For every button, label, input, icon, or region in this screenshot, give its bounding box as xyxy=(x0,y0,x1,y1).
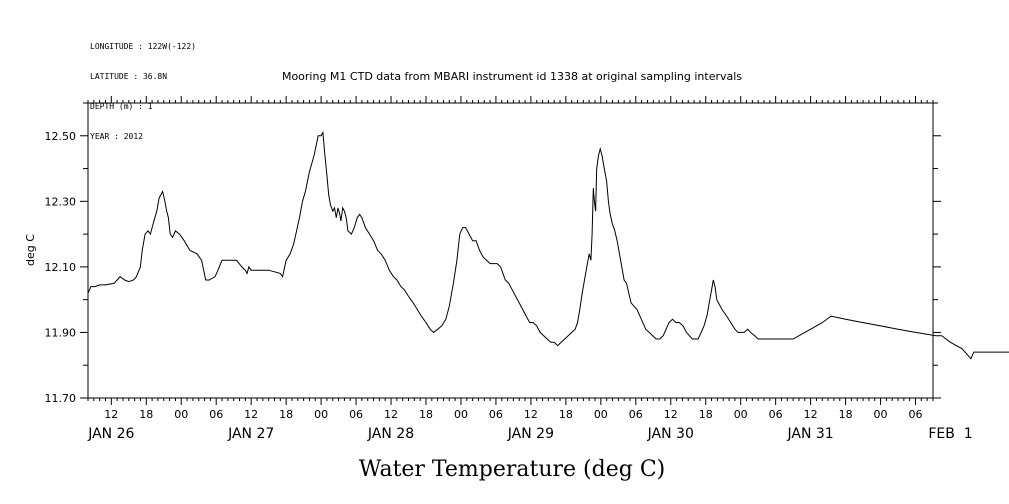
chart-title: Mooring M1 CTD data from MBARI instrumen… xyxy=(282,70,742,83)
date-tick-labels: JAN 26 JAN 27 JAN 28 JAN 29 JAN 30 JAN 31 FEB … xyxy=(87,426,972,442)
hour-tick-label: 12 xyxy=(664,408,678,421)
hour-tick-label: 06 xyxy=(209,408,223,421)
y-tick-label: 11.90 xyxy=(45,326,77,339)
x-axis-label: Water Temperature (deg C) xyxy=(359,457,666,482)
axis-ticks xyxy=(80,96,941,405)
date-label: JAN 31 xyxy=(787,426,834,442)
y-tick-label: 12.30 xyxy=(45,195,77,208)
hour-tick-label: 00 xyxy=(594,408,608,421)
hour-tick-label: 00 xyxy=(874,408,888,421)
hour-tick-labels: 12 18 00 06 12 18 00 06 12 18 00 06 12 18 00 06 12 18 00 06… xyxy=(104,408,922,421)
hour-tick-label: 18 xyxy=(699,408,713,421)
hour-tick-label: 18 xyxy=(839,408,853,421)
y-tick-labels: 11.70 11.90 12.10 12.30 12.50 xyxy=(45,130,77,405)
date-label: JAN 30 xyxy=(647,426,694,442)
latitude-text: LATITUDE : 36.8N xyxy=(90,72,168,81)
date-label: FEB 1 xyxy=(928,426,972,442)
date-label: JAN 29 xyxy=(507,426,554,442)
hour-tick-label: 06 xyxy=(629,408,643,421)
hour-tick-label: 00 xyxy=(174,408,188,421)
date-label: JAN 27 xyxy=(227,426,274,442)
hour-tick-label: 12 xyxy=(104,408,118,421)
hour-tick-label: 06 xyxy=(489,408,503,421)
date-label: JAN 26 xyxy=(87,426,134,442)
hour-tick-label: 00 xyxy=(734,408,748,421)
hour-tick-label: 06 xyxy=(769,408,783,421)
metadata-block: LONGITUDE : 122W(-122) LATITUDE : 36.8N … xyxy=(90,22,196,152)
hour-tick-label: 12 xyxy=(244,408,258,421)
hour-tick-label: 06 xyxy=(349,408,363,421)
hour-tick-label: 12 xyxy=(524,408,538,421)
hour-tick-label: 00 xyxy=(454,408,468,421)
hour-tick-label: 00 xyxy=(314,408,328,421)
year-text: YEAR : 2012 xyxy=(90,132,143,141)
hour-tick-label: 18 xyxy=(419,408,433,421)
depth-text: DEPTH (m) : 1 xyxy=(90,102,153,111)
hour-tick-label: 18 xyxy=(139,408,153,421)
hour-tick-label: 06 xyxy=(909,408,923,421)
hour-tick-label: 12 xyxy=(384,408,398,421)
longitude-text: LONGITUDE : 122W(-122) xyxy=(90,42,196,51)
hour-tick-label: 18 xyxy=(279,408,293,421)
hour-tick-label: 12 xyxy=(804,408,818,421)
hour-tick-label: 18 xyxy=(559,408,573,421)
y-tick-label: 12.10 xyxy=(45,261,77,274)
plot-frame xyxy=(87,102,934,399)
series-line xyxy=(87,130,1009,360)
y-axis-label: deg C xyxy=(24,234,37,266)
y-tick-label: 11.70 xyxy=(45,392,77,405)
y-tick-label: 12.50 xyxy=(45,130,77,143)
date-label: JAN 28 xyxy=(367,426,414,442)
